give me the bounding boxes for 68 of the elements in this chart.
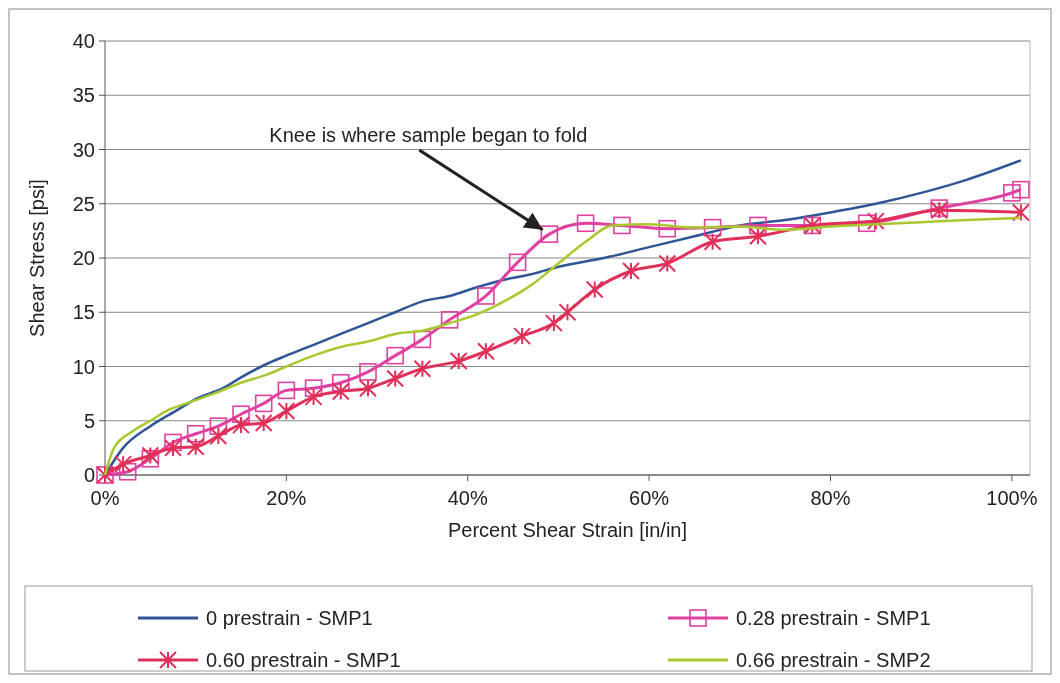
point (544, 314, 563, 333)
point (304, 387, 323, 406)
point (585, 280, 604, 299)
point (277, 381, 296, 400)
point (254, 394, 273, 413)
point (703, 232, 722, 251)
x-tick-label: 100% (986, 487, 1038, 509)
y-tick-label: 15 (72, 301, 95, 324)
point (118, 462, 137, 481)
point (277, 401, 296, 420)
point (232, 405, 250, 424)
point (1012, 180, 1030, 199)
x-tick-label: 80% (810, 487, 851, 509)
point (1003, 184, 1021, 202)
x-tick-label: 60% (629, 487, 670, 509)
point (658, 254, 677, 273)
point (513, 327, 532, 346)
annotation: Knee is where sample began to fold (269, 124, 588, 147)
point (186, 424, 205, 443)
point (748, 227, 767, 246)
point (558, 303, 577, 322)
y-tick-label: 0 (83, 464, 95, 486)
point (413, 330, 432, 349)
point (576, 214, 595, 233)
x-tick-label: 0% (90, 487, 120, 509)
point (114, 455, 133, 474)
legend-label: 0.66 prestrain - SMP2 (736, 649, 931, 671)
point (386, 346, 404, 365)
point (209, 426, 228, 445)
legend-label: 0.28 prestrain - SMP1 (736, 607, 931, 629)
y-tick-label: 40 (72, 30, 95, 52)
point (413, 359, 432, 378)
point (359, 363, 377, 381)
point (186, 437, 205, 456)
point (476, 342, 495, 361)
point (857, 214, 876, 233)
point (209, 417, 228, 435)
legend-label: 0 prestrain - SMP1 (206, 607, 373, 629)
point (358, 379, 377, 398)
point (613, 216, 631, 235)
point (232, 416, 251, 435)
point (477, 287, 495, 305)
legend-label: 0.60 prestrain - SMP1 (206, 649, 401, 671)
point (866, 212, 885, 231)
y-axis-title: Shear Stress [psi] (26, 179, 48, 337)
y-tick-label: 35 (72, 84, 95, 107)
point (449, 352, 468, 371)
y-tick-label: 30 (72, 138, 95, 161)
point (254, 413, 273, 432)
point (749, 216, 767, 235)
x-axis-title: Percent Shear Strain [in/in] (447, 519, 688, 541)
point (440, 311, 459, 329)
x-tick-label: 20% (266, 487, 307, 509)
point (304, 379, 323, 397)
point (1011, 203, 1030, 222)
point (703, 218, 722, 237)
point (621, 262, 640, 281)
y-tick-label: 5 (83, 409, 95, 432)
point (540, 225, 559, 243)
x-tick-label: 40% (447, 487, 488, 509)
point (164, 438, 183, 457)
y-tick-label: 25 (72, 192, 95, 215)
point (658, 219, 677, 238)
point (331, 382, 350, 401)
point (508, 253, 527, 272)
y-tick-label: 20 (72, 247, 95, 269)
point (386, 369, 405, 388)
y-tick-label: 10 (72, 355, 95, 378)
